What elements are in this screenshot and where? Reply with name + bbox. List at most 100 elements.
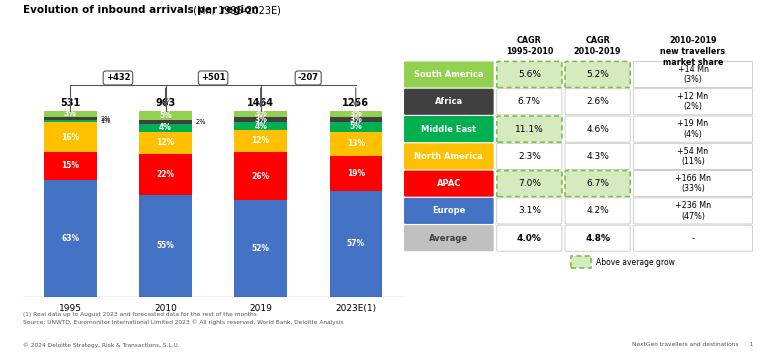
Text: 4.2%: 4.2% [586,207,609,215]
Text: +54 Mn
(11%): +54 Mn (11%) [677,146,708,166]
Text: +14 Mn
(3%): +14 Mn (3%) [677,65,708,84]
Bar [234,111,287,117]
Text: -207: -207 [298,73,319,83]
FancyBboxPatch shape [633,116,753,142]
Text: 2023E(1): 2023E(1) [335,304,377,313]
Text: 2%: 2% [100,116,111,121]
FancyBboxPatch shape [633,89,753,115]
Bar [139,120,192,124]
Text: 1995: 1995 [59,304,82,313]
Bar [330,111,382,117]
Text: 1%: 1% [100,118,111,124]
FancyBboxPatch shape [497,89,562,115]
Text: +19 Mn
(4%): +19 Mn (4%) [677,119,708,139]
Text: 15%: 15% [62,161,79,170]
Bar [330,122,382,132]
Text: Above average grow: Above average grow [596,258,675,267]
Text: 531: 531 [60,98,81,108]
Text: 2.3%: 2.3% [518,152,541,161]
Bar [330,191,382,297]
Text: NextGen travellers and destinations      1: NextGen travellers and destinations 1 [632,342,753,347]
Text: 3%: 3% [349,115,362,124]
Text: 3%: 3% [64,109,77,119]
Bar [44,120,97,122]
Text: 4.6%: 4.6% [586,125,609,133]
Text: 26%: 26% [252,172,269,180]
Text: 4%: 4% [254,121,267,131]
Text: 3%: 3% [349,109,362,119]
Bar [234,200,287,297]
Text: 4.3%: 4.3% [586,152,609,161]
FancyBboxPatch shape [565,116,630,142]
Text: 5.6%: 5.6% [517,70,541,79]
Text: +12 Mn
(2%): +12 Mn (2%) [677,92,708,112]
Text: 2%: 2% [196,119,206,125]
FancyBboxPatch shape [565,89,630,115]
Text: Middle East: Middle East [422,125,476,133]
FancyBboxPatch shape [404,89,494,115]
Bar [330,156,382,191]
Text: 16%: 16% [62,133,79,142]
Text: 11.1%: 11.1% [515,125,543,133]
FancyBboxPatch shape [633,198,753,224]
Bar [44,117,97,120]
Bar [139,124,192,132]
Text: 5%: 5% [159,111,172,120]
Text: 4.8%: 4.8% [585,234,610,243]
Text: 1464: 1464 [247,98,274,108]
Bar [44,111,97,117]
Text: 6.7%: 6.7% [586,179,609,188]
FancyBboxPatch shape [497,61,562,88]
FancyBboxPatch shape [565,143,630,169]
Text: 12%: 12% [252,136,269,145]
FancyBboxPatch shape [633,61,753,88]
FancyBboxPatch shape [565,225,630,251]
FancyBboxPatch shape [404,198,494,224]
Text: 22%: 22% [157,170,174,179]
Bar [234,130,287,152]
Bar [330,117,382,122]
Text: 4%: 4% [159,124,172,132]
FancyBboxPatch shape [404,170,494,197]
Bar [44,180,97,297]
Text: 5.2%: 5.2% [586,70,609,79]
FancyBboxPatch shape [497,198,562,224]
Text: (1) Real data up to August 2023 and forecasted data for the rest of the months
S: (1) Real data up to August 2023 and fore… [23,312,343,325]
FancyBboxPatch shape [404,116,494,142]
Bar [139,154,192,195]
FancyBboxPatch shape [571,256,591,268]
FancyBboxPatch shape [404,143,494,169]
Text: +236 Mn
(47%): +236 Mn (47%) [675,201,711,221]
Bar [44,152,97,180]
Text: 2010: 2010 [154,304,177,313]
Text: Average: Average [429,234,469,243]
Text: 13%: 13% [347,139,365,148]
Text: +501: +501 [201,73,225,83]
FancyBboxPatch shape [633,143,753,169]
Text: 57%: 57% [347,239,365,248]
Text: (Mn; 1995-2023E): (Mn; 1995-2023E) [190,5,281,15]
Text: -: - [692,234,695,243]
Text: 2019: 2019 [249,304,272,313]
FancyBboxPatch shape [404,225,494,251]
Text: CAGR
1995-2010: CAGR 1995-2010 [505,36,553,56]
Text: 2010-2019
new travellers
market share: 2010-2019 new travellers market share [661,36,725,67]
Bar [234,122,287,130]
Text: 7.0%: 7.0% [517,179,541,188]
Text: 963: 963 [155,98,176,108]
Text: 3.1%: 3.1% [517,207,541,215]
Text: 3%: 3% [254,115,267,124]
Text: 12%: 12% [157,138,174,147]
Text: North America: North America [415,152,483,161]
FancyBboxPatch shape [404,61,494,88]
Text: © 2024 Deloitte Strategy, Risk & Transactions, S.L.U.: © 2024 Deloitte Strategy, Risk & Transac… [23,342,180,348]
Text: APAC: APAC [437,179,461,188]
FancyBboxPatch shape [497,116,562,142]
FancyBboxPatch shape [565,61,630,88]
Text: 4.0%: 4.0% [517,234,542,243]
Text: +166 Mn
(33%): +166 Mn (33%) [675,174,711,193]
Bar [234,152,287,200]
Text: 1256: 1256 [342,98,369,108]
Bar [330,132,382,156]
Text: +432: +432 [106,73,130,83]
